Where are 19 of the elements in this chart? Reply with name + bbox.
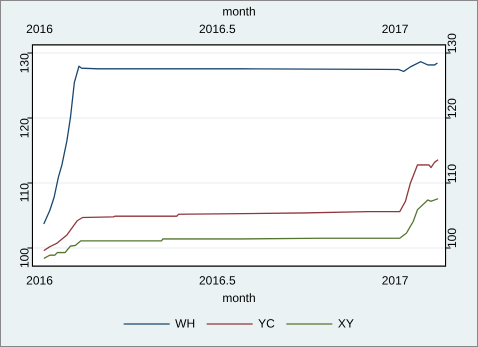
y2-tick-label: 110 (444, 164, 459, 184)
legend-label: YC (258, 316, 276, 330)
x2-tick-label: 2017 (382, 22, 409, 36)
x2-tick-label: 2016 (26, 22, 54, 36)
x-tick-label: 2016.5 (198, 274, 236, 288)
x2-tick-label: 2016.5 (198, 22, 236, 36)
x-axis-title: month (222, 291, 256, 306)
x-tick-label: 2016 (26, 274, 54, 288)
y2-tick-label: 130 (444, 32, 459, 54)
legend-label: WH (175, 316, 196, 330)
y-tick-label: 130 (18, 52, 32, 74)
y-tick-label: 120 (18, 118, 32, 138)
x-tick-label: 2017 (382, 274, 409, 288)
y2-tick-label: 120 (444, 98, 459, 118)
legend-label: XY (338, 316, 354, 330)
y2-tick-label: 100 (444, 228, 459, 248)
y-tick-label: 110 (18, 182, 32, 202)
y-tick-label: 100 (18, 248, 32, 268)
x2-axis-title: month (222, 4, 256, 19)
